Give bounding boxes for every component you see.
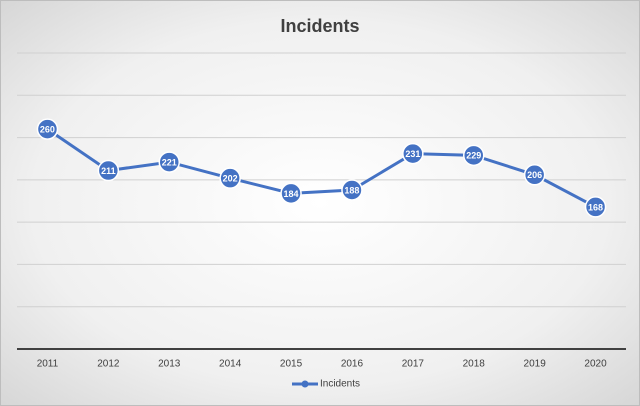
x-tick-label: 2017 bbox=[402, 359, 425, 370]
data-point bbox=[280, 182, 302, 205]
data-label: 202 bbox=[223, 174, 238, 184]
data-point bbox=[36, 118, 59, 140]
data-label: 260 bbox=[40, 124, 55, 134]
x-tick-label: 2018 bbox=[463, 359, 486, 370]
series-line bbox=[46, 127, 597, 209]
x-tick-label: 2011 bbox=[37, 359, 59, 370]
chart-title: Incidents bbox=[280, 16, 359, 36]
legend-swatch-marker bbox=[301, 380, 309, 388]
data-label: 229 bbox=[466, 151, 481, 161]
data-point bbox=[584, 196, 607, 218]
x-tick-label: 2014 bbox=[219, 359, 242, 370]
data-label: 221 bbox=[162, 157, 177, 167]
data-point bbox=[97, 159, 120, 182]
x-tick-label: 2015 bbox=[280, 359, 303, 370]
data-label: 184 bbox=[284, 189, 299, 199]
data-point bbox=[463, 144, 485, 167]
x-tick-label: 2012 bbox=[97, 359, 120, 370]
x-tick-label: 2019 bbox=[524, 359, 547, 370]
data-point bbox=[158, 151, 180, 173]
data-label: 188 bbox=[344, 185, 359, 195]
data-point bbox=[402, 142, 424, 165]
x-tick-label: 2013 bbox=[158, 359, 181, 370]
data-point bbox=[341, 179, 363, 201]
data-label: 211 bbox=[101, 166, 116, 176]
x-tick-label: 2016 bbox=[341, 359, 364, 370]
x-tick-label: 2020 bbox=[584, 359, 607, 370]
data-point bbox=[523, 164, 546, 186]
data-label: 168 bbox=[588, 202, 603, 212]
data-point bbox=[219, 167, 241, 189]
legend-label: Incidents bbox=[320, 379, 360, 390]
data-label: 231 bbox=[405, 149, 420, 159]
data-label: 206 bbox=[527, 170, 542, 180]
